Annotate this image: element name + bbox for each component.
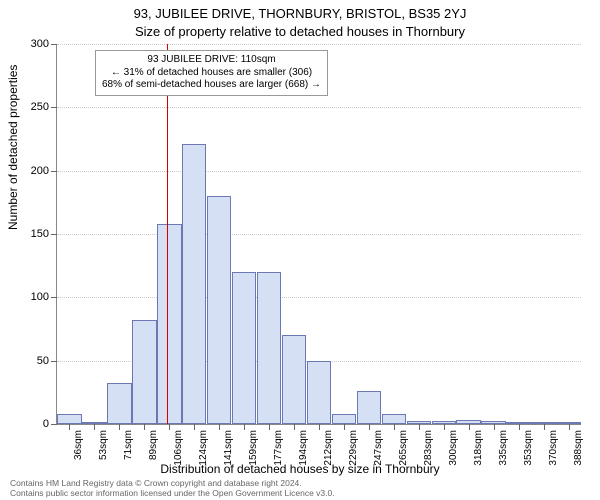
y-tick-label: 100 bbox=[31, 291, 49, 303]
x-tick-label: 212sqm bbox=[323, 430, 334, 466]
x-tick-label: 247sqm bbox=[373, 430, 384, 466]
y-tick-label: 150 bbox=[31, 228, 49, 240]
x-tick bbox=[469, 424, 470, 430]
histogram-bar bbox=[132, 320, 156, 424]
x-tick bbox=[144, 424, 145, 430]
x-tick bbox=[119, 424, 120, 430]
page-title: 93, JUBILEE DRIVE, THORNBURY, BRISTOL, B… bbox=[0, 6, 600, 21]
x-tick-label: 194sqm bbox=[298, 430, 309, 466]
x-tick-label: 177sqm bbox=[273, 430, 284, 466]
x-tick bbox=[169, 424, 170, 430]
annotation-line-3: 68% of semi-detached houses are larger (… bbox=[102, 79, 321, 92]
x-tick-label: 36sqm bbox=[73, 430, 84, 460]
footer-line-2: Contains public sector information licen… bbox=[10, 489, 335, 498]
footer: Contains HM Land Registry data © Crown c… bbox=[10, 479, 335, 498]
y-tick-label: 300 bbox=[31, 38, 49, 50]
x-tick-label: 335sqm bbox=[498, 430, 509, 466]
x-tick bbox=[194, 424, 195, 430]
x-tick-label: 106sqm bbox=[173, 430, 184, 466]
x-tick-label: 124sqm bbox=[198, 430, 209, 466]
grid-line bbox=[57, 234, 581, 235]
histogram-bar bbox=[232, 272, 256, 424]
y-tick bbox=[51, 44, 57, 45]
x-tick-label: 318sqm bbox=[473, 430, 484, 466]
y-tick-label: 250 bbox=[31, 101, 49, 113]
x-tick-label: 141sqm bbox=[223, 430, 234, 466]
x-axis-label: Distribution of detached houses by size … bbox=[0, 462, 600, 476]
histogram-bar bbox=[57, 414, 81, 424]
y-axis-label: Number of detached properties bbox=[6, 65, 20, 230]
x-tick bbox=[319, 424, 320, 430]
histogram-bar bbox=[182, 144, 206, 424]
histogram-bar bbox=[107, 383, 131, 424]
plot-area: 05010015020025030036sqm53sqm71sqm89sqm10… bbox=[56, 44, 581, 425]
x-tick bbox=[394, 424, 395, 430]
histogram-bar bbox=[382, 414, 406, 424]
grid-line bbox=[57, 107, 581, 108]
grid-line bbox=[57, 171, 581, 172]
y-tick bbox=[51, 234, 57, 235]
x-tick-label: 283sqm bbox=[423, 430, 434, 466]
x-tick bbox=[544, 424, 545, 430]
histogram-bar bbox=[357, 391, 381, 424]
x-tick-label: 370sqm bbox=[548, 430, 559, 466]
chart-container: 93, JUBILEE DRIVE, THORNBURY, BRISTOL, B… bbox=[0, 0, 600, 500]
x-tick-label: 265sqm bbox=[398, 430, 409, 466]
annotation-line-2: ← 31% of detached houses are smaller (30… bbox=[102, 67, 321, 80]
x-tick bbox=[244, 424, 245, 430]
annotation-box: 93 JUBILEE DRIVE: 110sqm ← 31% of detach… bbox=[95, 50, 328, 96]
x-tick-label: 353sqm bbox=[523, 430, 534, 466]
x-tick bbox=[344, 424, 345, 430]
x-tick-label: 159sqm bbox=[248, 430, 259, 466]
y-tick bbox=[51, 424, 57, 425]
x-tick-label: 229sqm bbox=[348, 430, 359, 466]
y-tick bbox=[51, 297, 57, 298]
x-tick bbox=[69, 424, 70, 430]
x-tick bbox=[444, 424, 445, 430]
histogram-bar bbox=[332, 414, 356, 424]
x-tick bbox=[519, 424, 520, 430]
annotation-line-1: 93 JUBILEE DRIVE: 110sqm bbox=[102, 54, 321, 67]
x-tick bbox=[419, 424, 420, 430]
x-tick-label: 89sqm bbox=[148, 430, 159, 460]
page-subtitle: Size of property relative to detached ho… bbox=[0, 24, 600, 39]
y-tick bbox=[51, 107, 57, 108]
reference-line bbox=[167, 44, 168, 424]
x-tick bbox=[569, 424, 570, 430]
x-tick bbox=[294, 424, 295, 430]
x-tick bbox=[369, 424, 370, 430]
y-tick bbox=[51, 361, 57, 362]
x-tick bbox=[494, 424, 495, 430]
y-tick-label: 50 bbox=[37, 355, 49, 367]
histogram-bar bbox=[307, 361, 331, 424]
y-tick-label: 200 bbox=[31, 165, 49, 177]
x-tick bbox=[94, 424, 95, 430]
x-tick-label: 53sqm bbox=[98, 430, 109, 460]
histogram-bar bbox=[157, 224, 181, 424]
histogram-bar bbox=[257, 272, 281, 424]
y-tick bbox=[51, 171, 57, 172]
x-tick-label: 388sqm bbox=[573, 430, 584, 466]
histogram-bar bbox=[282, 335, 306, 424]
grid-line bbox=[57, 297, 581, 298]
x-tick-label: 300sqm bbox=[448, 430, 459, 466]
histogram-bar bbox=[207, 196, 231, 424]
x-tick bbox=[219, 424, 220, 430]
y-tick-label: 0 bbox=[43, 418, 49, 430]
grid-line bbox=[57, 44, 581, 45]
x-tick-label: 71sqm bbox=[123, 430, 134, 460]
x-tick bbox=[269, 424, 270, 430]
